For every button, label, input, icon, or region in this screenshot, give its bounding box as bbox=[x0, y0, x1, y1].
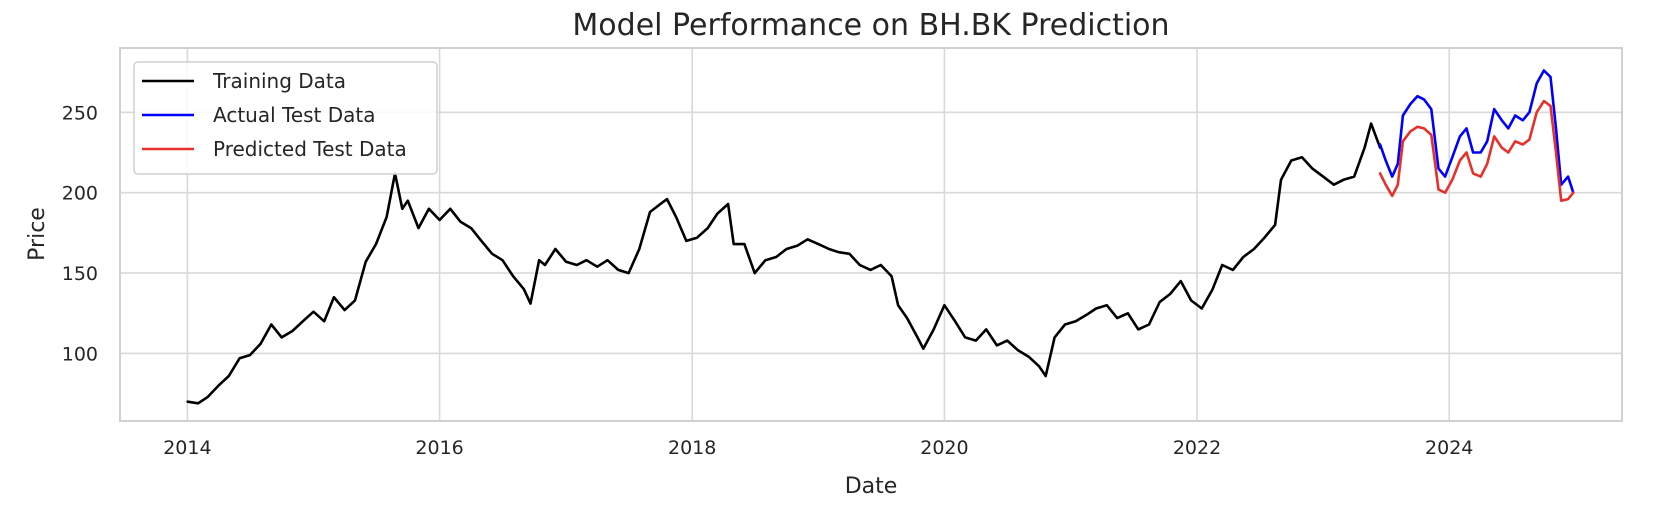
y-tick-label-200: 200 bbox=[62, 183, 98, 205]
legend-label-predicted-test-data: Predicted Test Data bbox=[213, 137, 407, 161]
series-line-actual-test-data bbox=[1378, 69, 1575, 194]
tick-layer: 2014 2016 2018 2020 2022 2024 100 150 200 250 bbox=[62, 102, 1474, 459]
legend-frame bbox=[133, 61, 438, 175]
legend: Training Data Actual Test Data Predicted T… bbox=[133, 61, 438, 175]
legend-label-actual-test-data: Actual Test Data bbox=[213, 103, 376, 127]
y-tick-label-250: 250 bbox=[62, 102, 98, 124]
x-tick-label-2024: 2024 bbox=[1425, 437, 1473, 459]
legend-label-training-data: Training Data bbox=[212, 69, 346, 93]
legend-items: Training Data Actual Test Data Predicted T… bbox=[142, 69, 407, 161]
x-tick-label-2016: 2016 bbox=[415, 437, 463, 459]
chart-title: Model Performance on BH.BK Prediction bbox=[572, 8, 1169, 43]
x-tick-label-2020: 2020 bbox=[920, 437, 968, 459]
x-axis-label: Date bbox=[845, 474, 898, 499]
y-tick-label-100: 100 bbox=[62, 343, 98, 365]
series-line-predicted-test-data bbox=[1378, 99, 1575, 202]
grid-layer bbox=[120, 48, 1622, 421]
x-tick-label-2022: 2022 bbox=[1173, 437, 1221, 459]
series-layer bbox=[186, 69, 1575, 405]
plot-frame bbox=[119, 47, 1623, 422]
series-line-training-data bbox=[186, 122, 1382, 405]
y-tick-label-150: 150 bbox=[62, 263, 98, 285]
y-axis-label: Price bbox=[25, 207, 50, 261]
x-tick-label-2018: 2018 bbox=[668, 437, 716, 459]
x-tick-label-2014: 2014 bbox=[163, 437, 211, 459]
